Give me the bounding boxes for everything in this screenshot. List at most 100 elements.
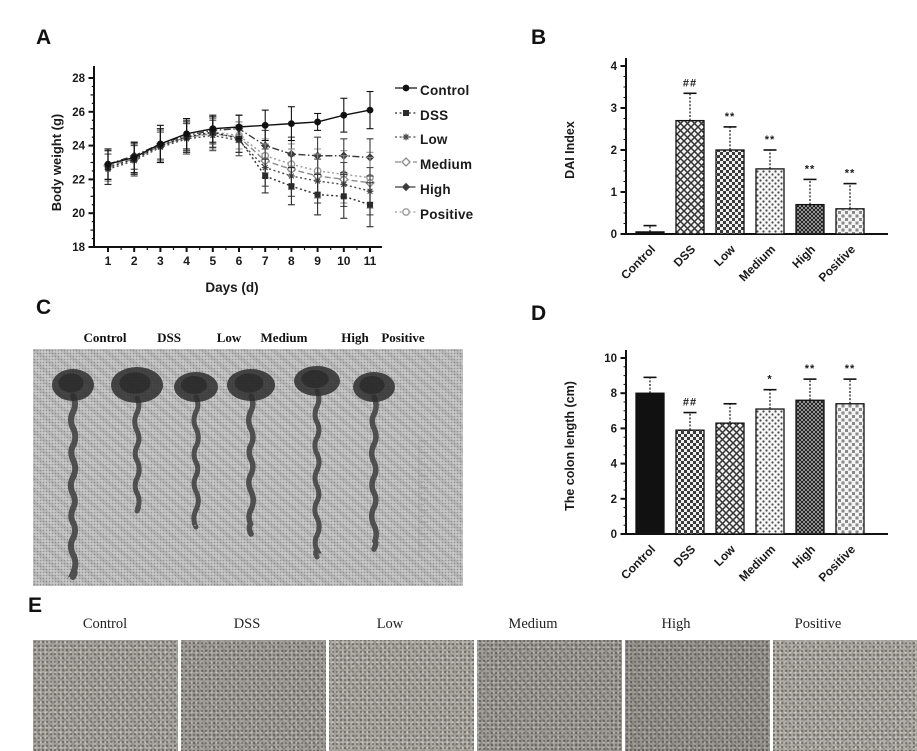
colon-photo (33, 349, 463, 586)
svg-text:6: 6 (236, 254, 243, 268)
legend-label: Low (420, 132, 448, 147)
svg-text:24: 24 (72, 141, 85, 153)
svg-text:3: 3 (611, 103, 617, 115)
svg-text:0: 0 (611, 529, 617, 541)
legend-label: Control (420, 83, 469, 98)
histology-label-positive: Positive (795, 616, 842, 633)
colon-group-label-high: High (341, 330, 368, 346)
colon-group-label-low: Low (217, 330, 242, 346)
legend-label: High (420, 182, 451, 197)
svg-text:Low: Low (711, 242, 738, 269)
svg-text:4: 4 (611, 61, 618, 73)
svg-text:DSS: DSS (671, 542, 698, 569)
svg-text:Days (d): Days (d) (205, 280, 258, 295)
colon-group-label-control: Control (83, 330, 126, 346)
panel-e-label: E (28, 594, 43, 618)
histology-label-high: High (662, 616, 691, 633)
ruler-icon (419, 441, 428, 557)
svg-text:High: High (789, 542, 818, 571)
svg-text:**: ** (845, 363, 856, 375)
legend-item-high: High (394, 177, 473, 202)
svg-text:8: 8 (611, 388, 618, 400)
svg-text:28: 28 (72, 73, 85, 85)
svg-text:9: 9 (314, 254, 321, 268)
svg-text:##: ## (683, 77, 697, 89)
svg-text:6: 6 (611, 423, 617, 435)
histology-label-dss: DSS (234, 616, 261, 633)
svg-text:10: 10 (604, 353, 617, 365)
panel-a-label: A (36, 26, 52, 50)
svg-text:8: 8 (288, 254, 295, 268)
svg-text:1: 1 (105, 254, 112, 268)
svg-text:Body weight (g): Body weight (g) (49, 114, 64, 212)
histology-label-control: Control (83, 616, 127, 633)
svg-text:**: ** (805, 363, 816, 375)
histology-image-control (33, 640, 178, 751)
svg-text:26: 26 (72, 107, 85, 119)
panel-b-label: B (531, 26, 547, 50)
colon-specimens-illustration (33, 349, 463, 586)
svg-text:3: 3 (157, 254, 164, 268)
legend-label: DSS (420, 108, 448, 123)
svg-text:Control: Control (618, 242, 658, 282)
svg-text:22: 22 (72, 174, 85, 186)
legend-marker-icon (394, 81, 420, 100)
svg-text:5: 5 (209, 254, 216, 268)
histology-image-positive (773, 640, 917, 751)
legend-item-control: Control (394, 78, 473, 103)
panel-d-label: D (531, 302, 547, 326)
svg-text:DSS: DSS (671, 242, 698, 269)
legend-marker-icon (394, 130, 420, 149)
colon-length-bar-chart: 0 2 4 6 8 10 The colon length (cm) Control ## DSS… (558, 338, 910, 593)
body-weight-line-chart: 18 20 22 24 26 28 1 2 3 4 5 6 7 8 9 10 11 Days (d) Body we… (48, 50, 393, 302)
svg-text:20: 20 (72, 208, 85, 220)
svg-text:2: 2 (131, 254, 138, 268)
legend-item-medium: Medium (394, 152, 473, 177)
dai-index-bar-chart: 0 1 2 3 4 DAI Index Control ## DSS ** Low ** Medium *… (558, 50, 910, 295)
svg-text:Medium: Medium (736, 542, 778, 584)
svg-text:18: 18 (72, 242, 85, 254)
legend-item-low: Low (394, 128, 473, 153)
svg-text:1: 1 (611, 187, 618, 199)
svg-text:**: ** (845, 168, 856, 180)
legend-marker-icon (394, 180, 420, 199)
histology-image-medium (477, 640, 622, 751)
legend-label: Positive (420, 207, 473, 222)
legend-item-dss: DSS (394, 103, 473, 128)
histology-label-low: Low (377, 616, 404, 633)
svg-text:**: ** (805, 163, 816, 175)
colon-group-label-medium: Medium (261, 330, 308, 346)
legend-label: Medium (420, 157, 472, 172)
svg-text:Positive: Positive (816, 242, 859, 285)
svg-text:DAI Index: DAI Index (563, 121, 577, 179)
svg-text:##: ## (683, 397, 697, 409)
svg-text:Control: Control (618, 542, 658, 582)
svg-text:11: 11 (364, 254, 377, 268)
histology-image-high (625, 640, 770, 751)
figure-canvas: A B C D E 18 20 22 24 26 28 1 2 3 4 5 6 7 8 9 10 11 Days … (0, 0, 917, 751)
legend-marker-icon (394, 106, 420, 125)
svg-text:0: 0 (611, 229, 617, 241)
svg-text:4: 4 (611, 459, 618, 471)
svg-text:High: High (789, 242, 818, 271)
colon-group-label-positive: Positive (381, 330, 424, 346)
svg-text:2: 2 (611, 494, 617, 506)
colon-group-label-dss: DSS (157, 330, 181, 346)
svg-text:4: 4 (183, 254, 190, 268)
svg-text:2: 2 (611, 145, 617, 157)
histology-labels: Control DSS Low Medium High Positive (0, 616, 917, 636)
line-chart-legend: Control DSS Low Medium High Positive (394, 78, 473, 227)
svg-text:Medium: Medium (736, 242, 778, 284)
svg-text:10: 10 (337, 254, 351, 268)
histology-image-low (329, 640, 474, 751)
legend-marker-icon (394, 155, 420, 174)
legend-marker-icon (394, 205, 420, 224)
legend-item-positive: Positive (394, 202, 473, 227)
colon-photo-labels: Control DSS Low Medium High Positive (33, 330, 463, 348)
histology-label-medium: Medium (508, 616, 557, 633)
svg-text:7: 7 (262, 254, 269, 268)
svg-text:The colon length (cm): The colon length (cm) (563, 381, 577, 511)
svg-text:**: ** (765, 134, 776, 146)
svg-text:Positive: Positive (816, 542, 859, 585)
svg-text:**: ** (725, 111, 736, 123)
